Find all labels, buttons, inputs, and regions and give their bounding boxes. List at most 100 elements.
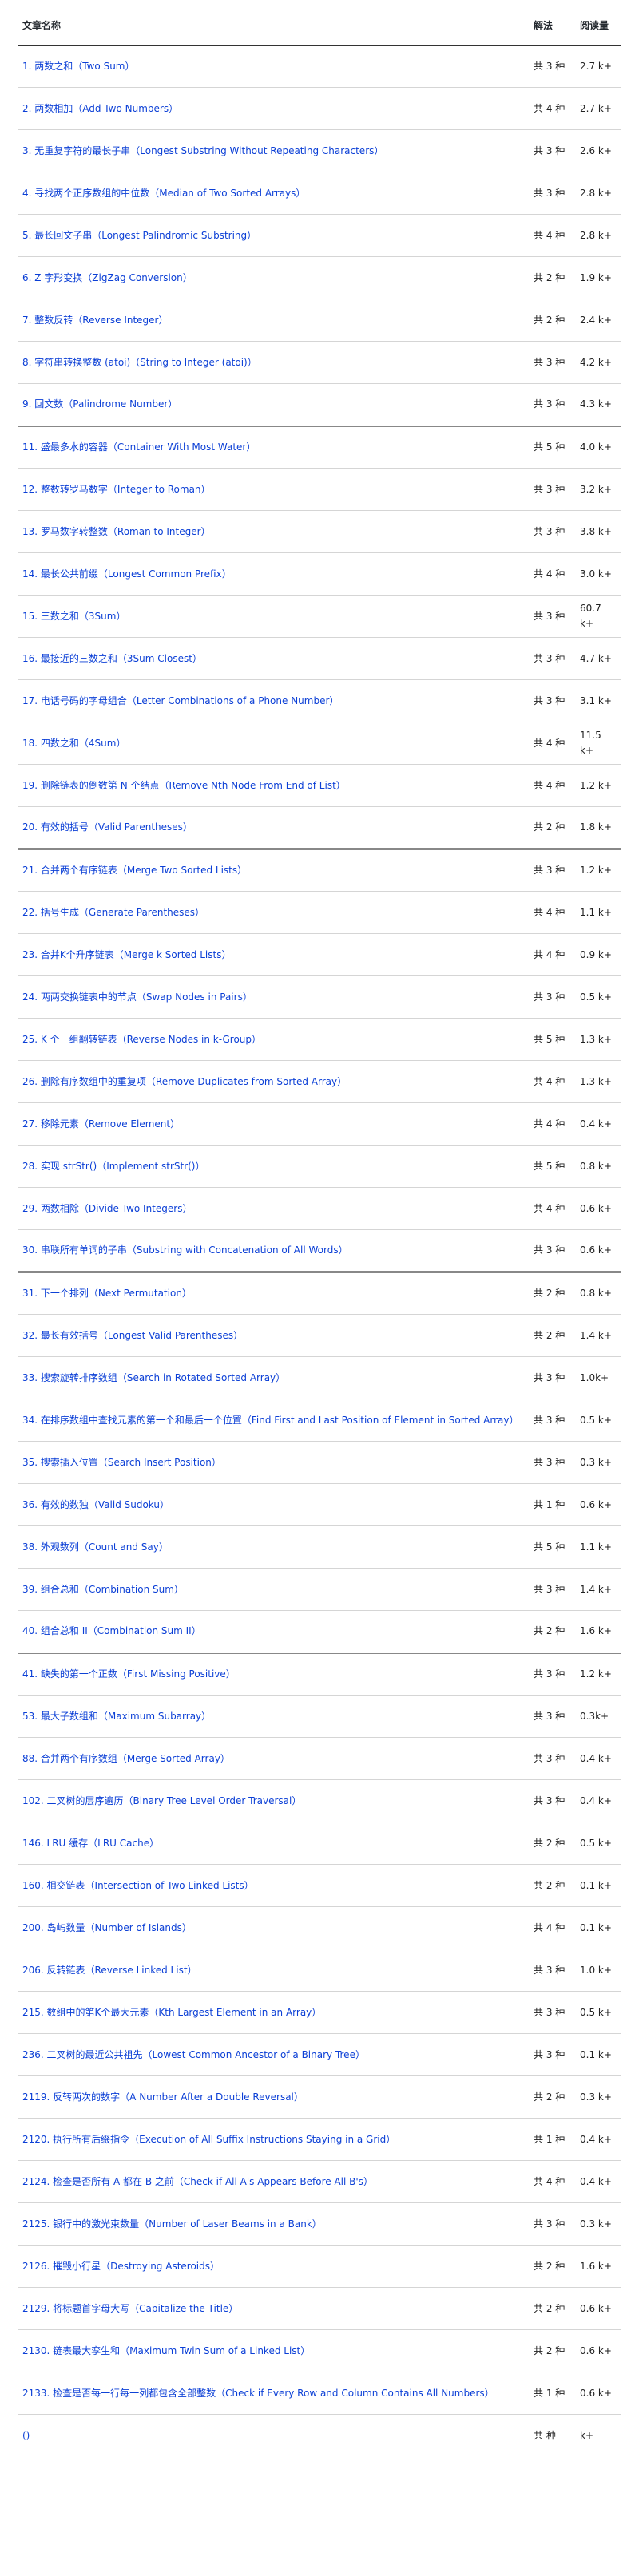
article-link[interactable]: 28. 实现 strStr()（Implement strStr()） [22,1160,205,1172]
article-link[interactable]: 16. 最接近的三数之和（3Sum Closest） [22,652,202,664]
article-link[interactable]: 14. 最长公共前缀（Longest Common Prefix） [22,568,232,580]
article-link[interactable]: 12. 整数转罗马数字（Integer to Roman） [22,483,211,495]
read-count: 1.9 k+ [575,256,621,299]
article-link[interactable]: 8. 字符串转换整数 (atoi)（String to Integer (ato… [22,356,257,368]
article-title-cell: 2125. 银行中的激光束数量（Number of Laser Beams in… [18,2202,529,2246]
read-count: 0.1 k+ [575,2033,621,2076]
table-row: 28. 实现 strStr()（Implement strStr()） 共 5 种… [18,1145,621,1188]
article-link[interactable]: 236. 二叉树的最近公共祖先（Lowest Common Ancestor o… [22,2048,365,2060]
article-link[interactable]: 33. 搜索旋转排序数组（Search in Rotated Sorted Ar… [22,1371,286,1383]
article-link[interactable]: 38. 外观数列（Count and Say） [22,1541,169,1553]
solutions-count: 共 5 种 [529,1018,575,1061]
solutions-count: 共 4 种 [529,1060,575,1103]
read-count: 4.2 k+ [575,341,621,384]
article-link[interactable]: 15. 三数之和（3Sum） [22,610,126,622]
article-link[interactable]: 27. 移除元素（Remove Element） [22,1118,181,1130]
article-link[interactable]: 7. 整数反转（Reverse Integer） [22,314,169,326]
table-row: 2125. 银行中的激光束数量（Number of Laser Beams in… [18,2202,621,2246]
article-link[interactable]: 34. 在排序数组中查找元素的第一个和最后一个位置（Find First and… [22,1414,519,1426]
article-link[interactable]: 6. Z 字形变换（ZigZag Conversion） [22,271,192,283]
article-link[interactable]: 32. 最长有效括号（Longest Valid Parentheses） [22,1329,244,1341]
article-link[interactable]: 11. 盛最多水的容器（Container With Most Water） [22,441,256,453]
article-link[interactable]: 39. 组合总和（Combination Sum） [22,1583,184,1595]
article-link[interactable]: 88. 合并两个有序数组（Merge Sorted Array） [22,1752,230,1764]
article-link[interactable]: 2124. 检查是否所有 A 都在 B 之前（Check if All A's … [22,2175,373,2187]
article-link[interactable]: 160. 相交链表（Intersection of Two Linked Lis… [22,1879,254,1891]
article-link[interactable]: 30. 串联所有单词的子串（Substring with Concatenati… [22,1244,348,1256]
read-count: 4.0 k+ [575,425,621,469]
read-count: 4.3 k+ [575,383,621,427]
article-link[interactable]: 2130. 链表最大孪生和（Maximum Twin Sum of a Link… [22,2345,311,2356]
article-title-cell: 26. 删除有序数组中的重复项（Remove Duplicates from S… [18,1060,529,1103]
article-link[interactable]: 24. 两两交换链表中的节点（Swap Nodes in Pairs） [22,991,252,1003]
table-row: 14. 最长公共前缀（Longest Common Prefix） 共 4 种 3.… [18,552,621,596]
article-link[interactable]: 41. 缺失的第一个正数（First Missing Positive） [22,1668,236,1680]
article-link[interactable]: 21. 合并两个有序链表（Merge Two Sorted Lists） [22,865,248,876]
read-count: 1.0 k+ [575,1949,621,1992]
article-title-cell: 32. 最长有效括号（Longest Valid Parentheses） [18,1314,529,1357]
article-link[interactable]: 2120. 执行所有后缀指令（Execution of All Suffix I… [22,2133,396,2145]
article-link[interactable]: 2125. 银行中的激光束数量（Number of Laser Beams in… [22,2218,322,2230]
article-link[interactable]: 35. 搜索插入位置（Search Insert Position） [22,1456,221,1468]
article-title-cell: 12. 整数转罗马数字（Integer to Roman） [18,468,529,511]
article-link[interactable]: 146. LRU 缓存（LRU Cache） [22,1837,160,1849]
article-link[interactable]: 40. 组合总和 II（Combination Sum II） [22,1625,201,1636]
article-title-cell: 28. 实现 strStr()（Implement strStr()） [18,1145,529,1188]
article-link[interactable]: 2129. 将标题首字母大写（Capitalize the Title） [22,2302,239,2314]
solutions-count: 共 1 种 [529,2372,575,2415]
table-row: 8. 字符串转换整数 (atoi)（String to Integer (ato… [18,341,621,384]
table-row: 2120. 执行所有后缀指令（Execution of All Suffix I… [18,2118,621,2161]
article-link[interactable]: 2133. 检查是否每一行每一列都包含全部整数（Check if Every R… [22,2387,494,2399]
article-title-cell: 15. 三数之和（3Sum） [18,595,529,638]
article-link[interactable]: 2126. 摧毁小行星（Destroying Asteroids） [22,2260,220,2272]
article-link[interactable]: () [22,2429,30,2441]
article-title-cell: 5. 最长回文子串（Longest Palindromic Substring） [18,214,529,257]
article-link[interactable]: 13. 罗马数字转整数（Roman to Integer） [22,525,211,537]
article-link[interactable]: 2119. 反转两次的数字（A Number After a Double Re… [22,2091,304,2103]
article-link[interactable]: 1. 两数之和（Two Sum） [22,60,135,72]
article-link[interactable]: 5. 最长回文子串（Longest Palindromic Substring） [22,229,257,241]
read-count: 0.6 k+ [575,1229,621,1273]
article-link[interactable]: 25. K 个一组翻转链表（Reverse Nodes in k-Group） [22,1033,262,1045]
table-row: 160. 相交链表（Intersection of Two Linked Lis… [18,1864,621,1907]
article-link[interactable]: 4. 寻找两个正序数组的中位数（Median of Two Sorted Arr… [22,187,306,199]
article-link[interactable]: 22. 括号生成（Generate Parentheses） [22,906,205,918]
solutions-count: 共 3 种 [529,341,575,384]
table-header-row: 文章名称 解法 阅读量 [18,10,621,46]
article-link[interactable]: 36. 有效的数独（Valid Sudoku） [22,1498,169,1510]
article-link[interactable]: 215. 数组中的第K个最大元素（Kth Largest Element in … [22,2006,322,2018]
solutions-count: 共 3 种 [529,1399,575,1442]
article-link[interactable]: 3. 无重复字符的最长子串（Longest Substring Without … [22,144,384,156]
article-title-cell: 2129. 将标题首字母大写（Capitalize the Title） [18,2287,529,2330]
table-row: () 共 种 k+ [18,2415,621,2457]
article-link[interactable]: 26. 删除有序数组中的重复项（Remove Duplicates from S… [22,1075,347,1087]
article-link[interactable]: 2. 两数相加（Add Two Numbers） [22,102,179,114]
article-title-cell: 24. 两两交换链表中的节点（Swap Nodes in Pairs） [18,975,529,1019]
solutions-count: 共 1 种 [529,2118,575,2161]
article-title-cell: 236. 二叉树的最近公共祖先（Lowest Common Ancestor o… [18,2033,529,2076]
article-link[interactable]: 20. 有效的括号（Valid Parentheses） [22,821,192,833]
article-link[interactable]: 19. 删除链表的倒数第 N 个结点（Remove Nth Node From … [22,779,346,791]
article-link[interactable]: 17. 电话号码的字母组合（Letter Combinations of a P… [22,694,339,706]
article-link[interactable]: 23. 合并K个升序链表（Merge k Sorted Lists） [22,948,232,960]
read-count: 2.8 k+ [575,214,621,257]
read-count: 1.2 k+ [575,849,621,892]
solutions-count: 共 2 种 [529,1864,575,1907]
article-title-cell: 29. 两数相除（Divide Two Integers） [18,1187,529,1230]
article-title-cell: 35. 搜索插入位置（Search Insert Position） [18,1441,529,1484]
table-row: 2124. 检查是否所有 A 都在 B 之前（Check if All A's … [18,2160,621,2203]
solutions-count: 共 2 种 [529,806,575,850]
solutions-count: 共 3 种 [529,510,575,553]
article-link[interactable]: 206. 反转链表（Reverse Linked List） [22,1964,197,1976]
article-link[interactable]: 200. 岛屿数量（Number of Islands） [22,1921,192,1933]
article-link[interactable]: 31. 下一个排列（Next Permutation） [22,1288,192,1299]
header-reads: 阅读量 [575,10,621,46]
article-link[interactable]: 102. 二叉树的层序遍历（Binary Tree Level Order Tr… [22,1794,302,1806]
article-link[interactable]: 53. 最大子数组和（Maximum Subarray） [22,1710,212,1722]
article-title-cell: 36. 有效的数独（Valid Sudoku） [18,1483,529,1526]
article-link[interactable]: 9. 回文数（Palindrome Number） [22,398,178,410]
table-row: 2126. 摧毁小行星（Destroying Asteroids） 共 2 种 1.… [18,2245,621,2288]
article-link[interactable]: 29. 两数相除（Divide Two Integers） [22,1202,192,1214]
article-link[interactable]: 18. 四数之和（4Sum） [22,737,126,749]
read-count: 0.4 k+ [575,2160,621,2203]
